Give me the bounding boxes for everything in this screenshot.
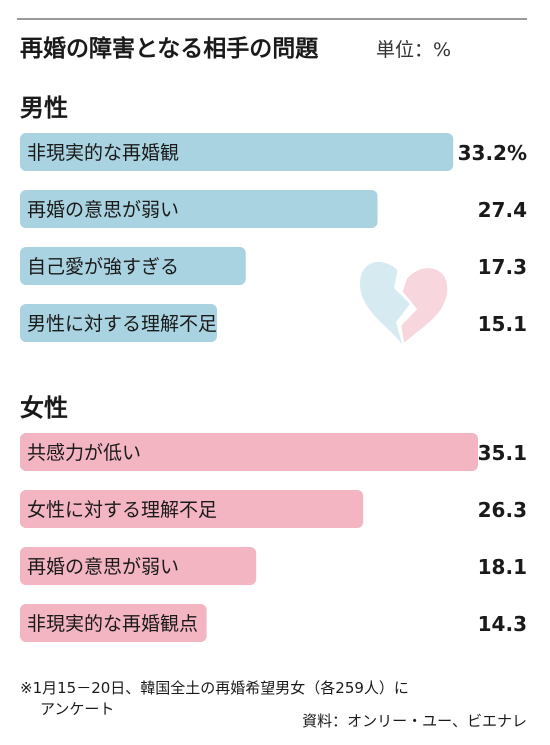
- category-label: 男性に対する理解不足: [27, 313, 217, 335]
- group-label: 女性: [20, 394, 68, 422]
- group-label: 男性: [20, 94, 68, 122]
- bar: [20, 133, 454, 171]
- bar: [20, 304, 218, 342]
- value-label: 33.2%: [458, 141, 527, 165]
- broken-heart-icon: [360, 262, 448, 348]
- value-label: 15.1: [478, 312, 527, 336]
- value-label: 14.3: [478, 612, 527, 636]
- bar: [20, 190, 378, 228]
- category-label: 再婚の意思が弱い: [27, 199, 179, 221]
- footnote-line-2: アンケート: [40, 700, 114, 718]
- source-label: 資料：オンリー・ユー、ビエナレ: [302, 712, 527, 730]
- value-label: 17.3: [478, 255, 527, 279]
- bar: [20, 604, 207, 642]
- value-label: 27.4: [478, 198, 527, 222]
- category-label: 非現実的な再婚観点: [27, 613, 198, 635]
- value-label: 35.1: [478, 441, 527, 465]
- bar: [20, 547, 257, 585]
- title-rule: [17, 18, 527, 20]
- category-label: 女性に対する理解不足: [27, 499, 217, 521]
- bar: [20, 433, 478, 471]
- footnote-line-1: ※1月15－20日、韓国全土の再婚希望男女（各259人）に: [20, 679, 409, 697]
- bar: [20, 247, 246, 285]
- bar: [20, 490, 364, 528]
- chart-title: 再婚の障害となる相手の問題: [20, 35, 319, 62]
- unit-label: 単位：%: [376, 39, 451, 61]
- category-label: 再婚の意思が弱い: [27, 556, 179, 578]
- category-label: 共感力が低い: [27, 442, 141, 464]
- value-label: 18.1: [478, 555, 527, 579]
- category-label: 自己愛が強すぎる: [27, 256, 179, 278]
- category-label: 非現実的な再婚観: [27, 142, 179, 164]
- value-label: 26.3: [478, 498, 527, 522]
